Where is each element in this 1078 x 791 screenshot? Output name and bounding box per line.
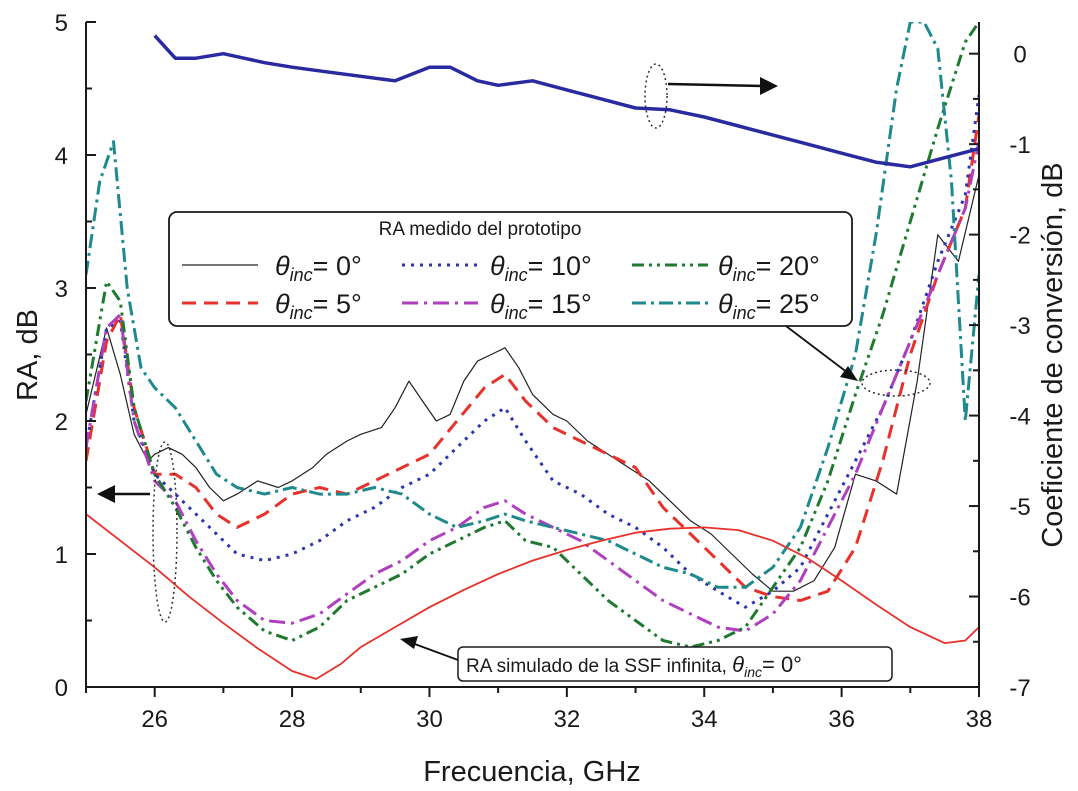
y-axis-title: RA, dB [12,309,44,401]
legend-label-suffix: = 15° [528,289,592,319]
x-tick-label: 30 [416,706,443,733]
legend-label-suffix: = 0° [313,251,362,281]
legend-label-sub: inc [733,265,756,285]
series-layer [86,22,979,680]
legend-label-1: θinc= 5° [275,289,362,323]
simulated-annotation-suffix: = 0° [762,652,802,677]
x-tick-label: 38 [966,706,993,733]
legend-label-suffix: = 5° [313,289,362,319]
x-tick-label: 26 [141,706,168,733]
y2-tick-label: -5 [1009,494,1030,521]
arrow-left-axis [97,485,150,503]
simulated-annotation-prefix: RA simulado de la SSF infinita, [466,656,732,677]
y-tick-label: 1 [55,542,68,569]
arrow-simulated [400,636,459,661]
legend-label-3: θinc= 15° [490,289,592,323]
series-line-6 [86,513,979,680]
arrow-legend-25deg [781,322,858,381]
y2-tick-label: -3 [1009,313,1030,340]
dotted-ellipse-25deg [861,369,931,397]
y-tick-label: 0 [55,675,68,702]
legend-label-sub: inc [505,265,528,285]
legend-label-theta: θ [718,251,733,281]
series-line-4 [86,22,979,649]
legend-label-0: θinc= 0° [275,251,362,285]
y2-tick-label: -4 [1009,404,1030,431]
legend-label-suffix: = 10° [528,251,592,281]
legend-label-suffix: = 25° [756,289,820,319]
legend: RA medido del prototipo θinc= 0° θinc= 10… [168,211,853,327]
series-line-3 [86,141,979,633]
y2-axis-title: Coeficiente de conversión, dB [1037,162,1069,547]
legend-label-sub: inc [733,303,756,323]
legend-label-sub: inc [290,303,313,323]
legend-label-suffix: = 20° [756,251,820,281]
simulated-annotation-box [457,646,893,682]
legend-label-theta: θ [275,289,290,319]
series-line-5 [86,22,979,589]
legend-label-theta: θ [718,289,733,319]
x-tick-label: 32 [553,706,580,733]
legend-label-theta: θ [275,251,290,281]
legend-label-sub: inc [290,265,313,285]
y-tick-label: 4 [55,143,68,170]
legend-title: RA medido del prototipo [379,219,582,240]
simulated-annotation-theta: θ [732,652,744,677]
simulated-annotation-sub: inc [744,664,762,680]
legend-label-theta: θ [490,289,505,319]
simulated-annotation-text: RA simulado de la SSF infinita, θinc= 0° [466,652,802,680]
simulated-annotation: RA simulado de la SSF infinita, θinc= 0° [457,646,893,682]
y2-tick-label: -7 [1009,675,1030,702]
series-line-2 [86,94,979,609]
dotted-ellipse-right-axis [644,63,668,129]
legend-box [168,211,853,327]
legend-label-5: θinc= 25° [718,289,820,323]
y2-tick-label: -1 [1009,132,1030,159]
series-line-0 [86,174,979,592]
dotted-ellipse-left-axis [152,441,178,623]
x-axis-title: Frecuencia, GHz [423,756,641,788]
arrow-right-axis [667,77,778,95]
x-tick-label: 34 [691,706,718,733]
legend-label-2: θinc= 10° [490,251,592,285]
y-tick-label: 5 [55,10,68,37]
series-line-1 [86,114,979,602]
legend-entries: θinc= 0° θinc= 10° θinc= 20°θinc= 5° θinc= … [182,251,820,323]
y2-tick-label: -2 [1009,223,1030,250]
legend-label-4: θinc= 20° [718,251,820,285]
y2-tick-label: -6 [1009,585,1030,612]
y-tick-label: 2 [55,409,68,436]
x-tick-label: 28 [279,706,306,733]
legend-label-sub: inc [505,303,528,323]
legend-label-theta: θ [490,251,505,281]
x-tick-label: 36 [828,706,855,733]
series-line-7 [153,34,979,169]
y2-tick-label: 0 [1013,42,1026,69]
y-tick-label: 3 [55,276,68,303]
